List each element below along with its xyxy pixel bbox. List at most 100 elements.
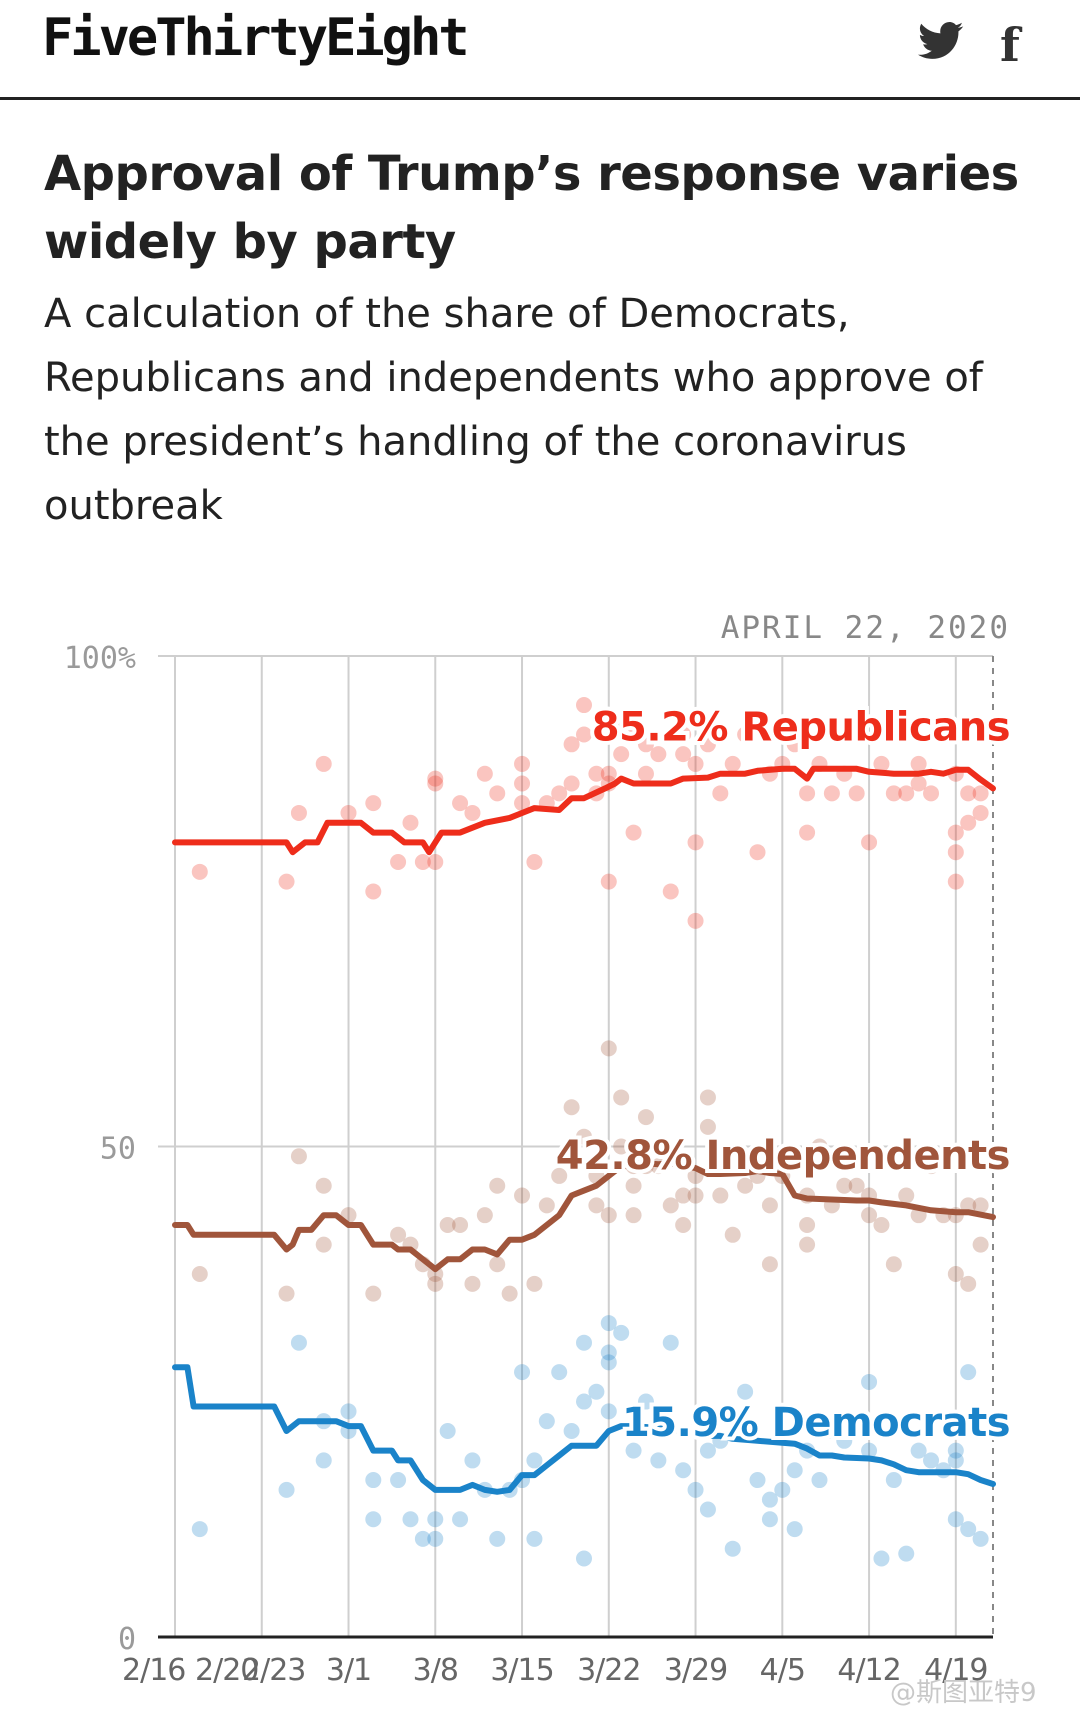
poll-dot (910, 1442, 927, 1459)
poll-dot (724, 1540, 741, 1557)
facebook-icon[interactable]: f (1000, 18, 1020, 72)
poll-dot (699, 736, 716, 753)
poll-dot (340, 1403, 357, 1420)
poll-dot (972, 1197, 989, 1214)
poll-dot (737, 1383, 754, 1400)
series-end-label: 42.8% Independents (556, 1133, 1010, 1179)
y-tick-label: 50 (100, 1132, 136, 1167)
poll-dot (390, 1472, 407, 1489)
poll-dot (414, 1530, 431, 1547)
poll-dot (452, 795, 469, 812)
poll-dot (563, 1422, 580, 1439)
poll-dot (464, 804, 481, 821)
poll-dot (613, 1089, 630, 1106)
poll-dot (476, 765, 493, 782)
poll-dot (960, 814, 977, 831)
chart-date-label: APRIL 22, 2020 (721, 610, 1010, 646)
poll-dot (625, 824, 642, 841)
poll-dot (315, 1177, 332, 1194)
poll-dot (563, 775, 580, 792)
poll-dot (452, 1511, 469, 1528)
poll-dot (724, 755, 741, 772)
poll-dot (390, 854, 407, 871)
poll-dot (699, 1089, 716, 1106)
poll-dot (365, 1472, 382, 1489)
poll-dot (514, 755, 531, 772)
poll-dot (576, 1334, 592, 1351)
poll-dot (799, 1216, 816, 1233)
poll-dot (427, 1266, 444, 1283)
poll-dot (600, 1344, 617, 1361)
poll-dot (699, 1442, 716, 1459)
poll-dot (501, 1285, 518, 1302)
poll-dot (960, 785, 977, 802)
site-logo[interactable]: FiveThirtyEight (42, 8, 470, 68)
poll-dot (613, 1138, 630, 1155)
poll-dot (576, 726, 592, 743)
poll-dot (761, 1511, 778, 1528)
poll-dot (947, 824, 964, 841)
poll-dot (290, 1334, 307, 1351)
poll-dot (625, 716, 642, 733)
poll-dot (514, 795, 531, 812)
poll-dot (885, 1472, 902, 1489)
trend-line (172, 1160, 996, 1273)
poll-dot (799, 1236, 816, 1253)
poll-dot (625, 1177, 642, 1194)
twitter-icon[interactable] (918, 18, 964, 72)
series-republicans: 85.2% Republicans (172, 697, 1015, 929)
poll-dot (290, 1148, 307, 1165)
poll-dot (972, 804, 989, 821)
poll-dot (947, 1442, 964, 1459)
poll-dot (526, 1452, 543, 1469)
poll-dot (427, 1511, 444, 1528)
poll-dot (786, 1148, 803, 1165)
poll-dot (823, 785, 840, 802)
poll-dot (662, 883, 679, 900)
poll-dot (823, 1422, 840, 1439)
poll-dot (464, 1275, 481, 1292)
poll-dot (278, 1285, 295, 1302)
poll-dot (452, 1216, 469, 1233)
trend-line (172, 1364, 996, 1495)
poll-dot (315, 755, 332, 772)
poll-dot (923, 1452, 940, 1469)
poll-dot (848, 1177, 865, 1194)
poll-dot (439, 1422, 456, 1439)
x-tick-label: 2/20 (195, 1653, 258, 1688)
poll-dot (972, 1530, 989, 1547)
poll-dot (687, 755, 704, 772)
poll-dot (662, 1334, 679, 1351)
poll-dot (290, 804, 307, 821)
poll-dot (811, 1138, 828, 1155)
poll-dot (278, 1481, 295, 1498)
x-tick-label: 3/22 (577, 1653, 640, 1688)
poll-dot (365, 883, 382, 900)
poll-dot (687, 1481, 704, 1498)
series-independents: 42.8% Independents (172, 1040, 1015, 1302)
poll-dot (600, 765, 617, 782)
poll-dot (637, 1109, 654, 1126)
poll-dot (613, 716, 630, 733)
x-tick-label: 3/8 (413, 1653, 458, 1688)
poll-dot (600, 1207, 617, 1224)
poll-dot (737, 1177, 754, 1194)
poll-dot (489, 1256, 506, 1273)
poll-dot (526, 1275, 543, 1292)
poll-dot (576, 697, 592, 714)
x-tick-label: 3/15 (490, 1653, 553, 1688)
x-tick-label: 3/1 (326, 1653, 371, 1688)
poll-dot (637, 765, 654, 782)
poll-dot (761, 1491, 778, 1508)
poll-dot (427, 775, 444, 792)
poll-dot (712, 785, 729, 802)
poll-dot (600, 1040, 617, 1057)
poll-dot (960, 1275, 977, 1292)
poll-dot (625, 1207, 642, 1224)
poll-dot (650, 746, 667, 763)
x-tick-label: 4/12 (837, 1653, 900, 1688)
poll-dot (650, 1452, 667, 1469)
poll-dot (588, 1383, 605, 1400)
poll-dot (774, 1481, 791, 1498)
poll-dot (947, 1452, 964, 1469)
